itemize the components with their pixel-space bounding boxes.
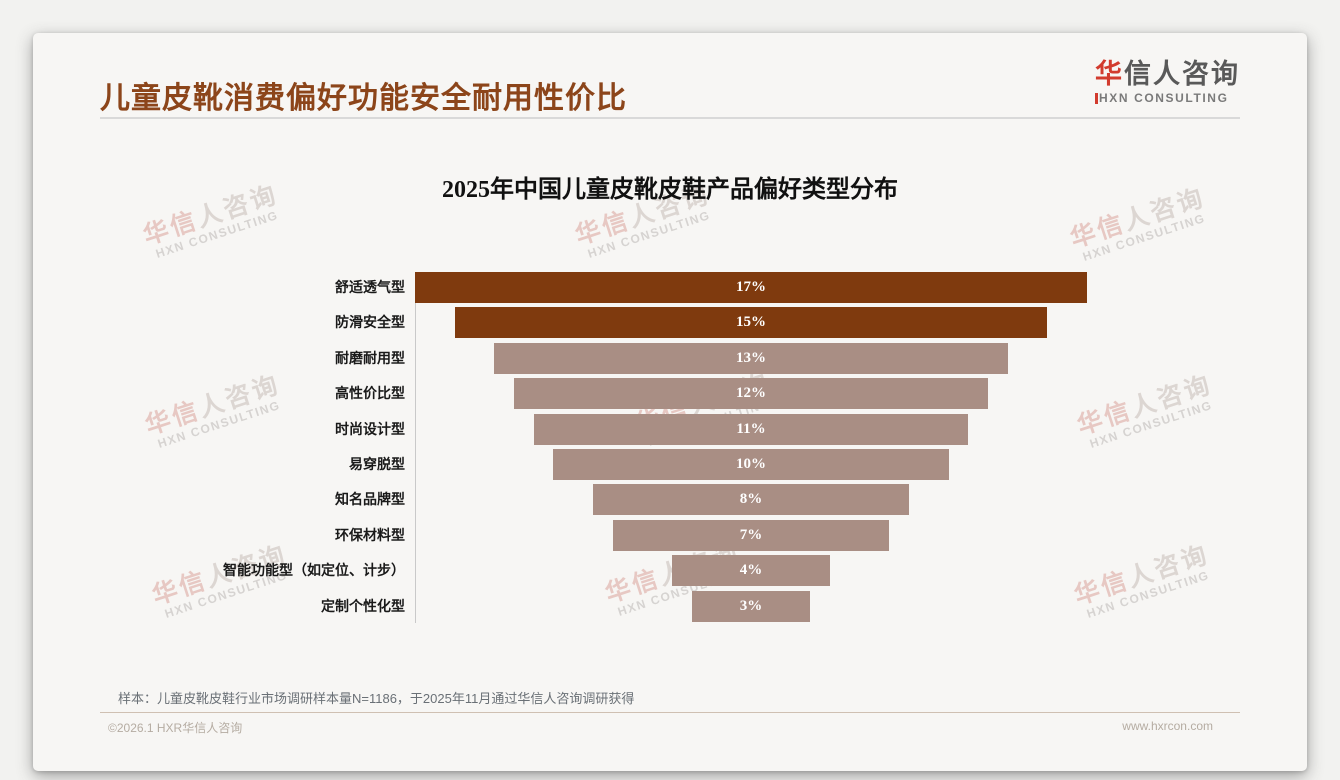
category-label: 高性价比型 [335, 385, 405, 402]
brand-logo-english-text: HXN CONSULTING [1099, 91, 1229, 105]
funnel-bar: 3% [691, 590, 811, 622]
bar-value-label: 10% [736, 455, 766, 472]
slide-card: 儿童皮靴消费偏好功能安全耐用性价比 华信人咨询 HXN CONSULTING 2… [33, 33, 1307, 771]
brand-logo-red-char: 华 [1095, 59, 1124, 89]
funnel-row: 时尚设计型 11% [100, 413, 1087, 445]
funnel-row: 耐磨耐用型 13% [100, 342, 1087, 374]
funnel-bar: 15% [454, 307, 1048, 339]
funnel-bar: 11% [533, 413, 969, 445]
funnel-bar: 17% [415, 272, 1087, 303]
sample-note: 样本：儿童皮靴皮鞋行业市场调研样本量N=1186，于2025年11月通过华信人咨… [118, 691, 635, 706]
brand-logo-gray-chars: 信人咨询 [1124, 59, 1240, 89]
bar-value-label: 15% [736, 314, 766, 331]
bar-track: 15% [415, 307, 1087, 339]
funnel-row: 高性价比型 12% [100, 378, 1087, 410]
watermark-cn-gray: 人咨询 [1124, 540, 1213, 593]
funnel-bar: 13% [494, 342, 1008, 374]
bar-track: 3% [415, 590, 1087, 622]
category-label: 舒适透气型 [335, 279, 405, 295]
watermark-en: HXN CONSULTING [585, 207, 713, 261]
bar-value-label: 4% [739, 562, 763, 579]
funnel-bar: 4% [671, 555, 831, 587]
watermark-en: HXN CONSULTING [1087, 397, 1215, 451]
bar-value-label: 17% [736, 279, 766, 295]
bar-track: 17% [415, 272, 1087, 303]
bar-track: 13% [415, 342, 1087, 374]
funnel-bar: 10% [553, 448, 949, 480]
chart-title: 2025年中国儿童皮靴皮鞋产品偏好类型分布 [442, 177, 898, 203]
funnel-bar: 7% [612, 519, 890, 551]
brand-logo: 华信人咨询 HXN CONSULTING [1095, 59, 1240, 105]
funnel-row: 舒适透气型 17% [100, 272, 1087, 303]
funnel-row: 智能功能型（如定位、计步） 4% [100, 555, 1087, 587]
page-title: 儿童皮靴消费偏好功能安全耐用性价比 [100, 82, 627, 115]
category-label: 定制个性化型 [321, 597, 405, 614]
funnel-row: 环保材料型 7% [100, 519, 1087, 551]
funnel-row: 防滑安全型 15% [100, 307, 1087, 339]
header-divider [100, 117, 1240, 119]
footer: ©2026.1 HXR华信人咨询 www.hxrcon.com [108, 719, 1213, 736]
bar-track: 12% [415, 378, 1087, 410]
watermark-cn-red: 华信 [1066, 209, 1129, 254]
brand-logo-english: HXN CONSULTING [1095, 91, 1240, 105]
watermark-en: HXN CONSULTING [1084, 567, 1212, 621]
footer-divider [100, 712, 1240, 713]
watermark-en: HXN CONSULTING [153, 207, 281, 261]
bar-track: 10% [415, 448, 1087, 480]
watermark-cn-red: 华信 [139, 206, 202, 251]
bar-value-label: 13% [736, 349, 766, 366]
watermark-cn-gray: 人咨询 [1127, 370, 1216, 423]
funnel-bar: 8% [592, 484, 910, 516]
category-label: 智能功能型（如定位、计步） [223, 562, 405, 579]
bar-value-label: 11% [736, 420, 766, 437]
brand-logo-red-tick-icon [1095, 92, 1098, 104]
brand-logo-chinese: 华信人咨询 [1095, 59, 1240, 89]
category-label: 时尚设计型 [335, 420, 405, 437]
bar-track: 11% [415, 413, 1087, 445]
bar-value-label: 7% [739, 526, 763, 543]
funnel-bar: 12% [513, 378, 989, 410]
footer-website: www.hxrcon.com [1122, 719, 1213, 733]
category-label: 耐磨耐用型 [335, 349, 405, 366]
bar-track: 8% [415, 484, 1087, 516]
funnel-row: 知名品牌型 8% [100, 484, 1087, 516]
bar-track: 7% [415, 519, 1087, 551]
bar-value-label: 3% [739, 597, 763, 614]
category-label: 环保材料型 [335, 526, 405, 543]
funnel-bar-chart: 舒适透气型 17% 防滑安全型 15% 耐磨耐用型 13% 高性价比型 12% 时尚设计型 11%… [100, 272, 1087, 626]
bar-value-label: 12% [736, 385, 766, 402]
bar-value-label: 8% [739, 491, 763, 508]
funnel-row: 易穿脱型 10% [100, 448, 1087, 480]
category-label: 防滑安全型 [335, 314, 405, 331]
funnel-row: 定制个性化型 3% [100, 590, 1087, 622]
watermark-en: HXN CONSULTING [1080, 210, 1208, 264]
category-label: 易穿脱型 [349, 455, 405, 472]
bar-track: 4% [415, 555, 1087, 587]
footer-copyright: ©2026.1 HXR华信人咨询 [108, 721, 243, 735]
watermark-cn-red: 华信 [571, 206, 634, 251]
category-label: 知名品牌型 [335, 491, 405, 508]
